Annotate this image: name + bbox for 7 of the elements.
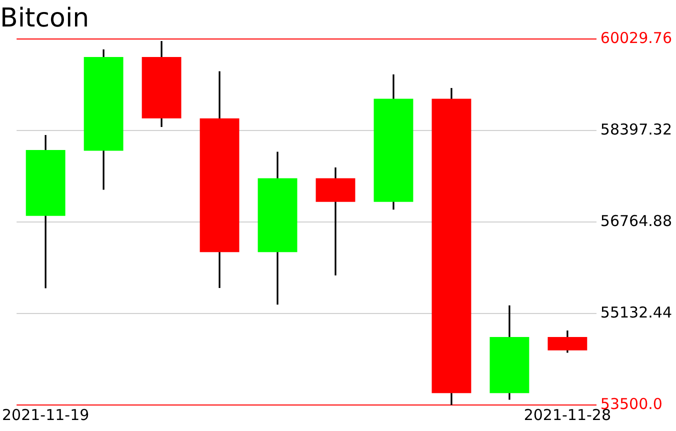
y-tick-label: 56764.88 [600,212,672,230]
y-tick-label: 55132.44 [600,303,672,322]
y-tick-label: 58397.32 [600,120,672,139]
y-tick-label: 60029.76 [600,29,672,48]
chart-title: Bitcoin [0,3,90,34]
x-tick-label: 2021-11-19 [2,406,90,424]
candlestick [316,167,356,276]
